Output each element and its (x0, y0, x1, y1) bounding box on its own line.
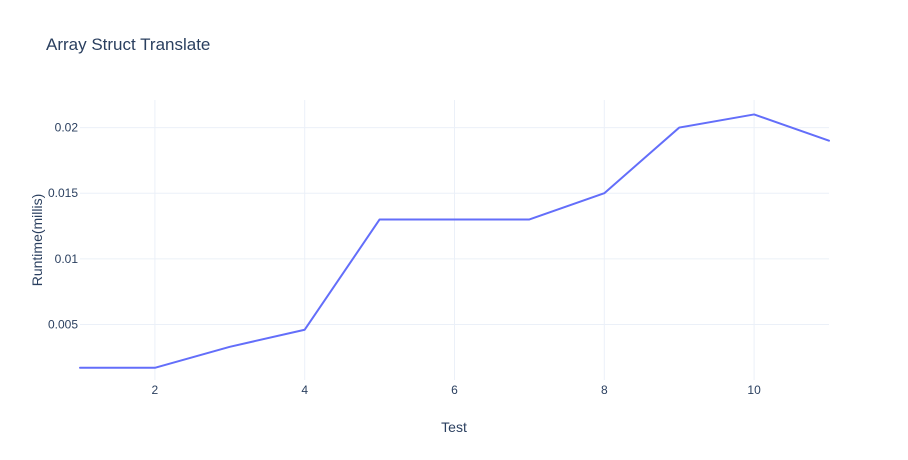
y-axis-title: Runtime(millis) (29, 194, 45, 287)
chart-title: Array Struct Translate (46, 35, 210, 54)
x-axis-title: Test (441, 419, 467, 435)
x-tick-label: 6 (451, 383, 458, 397)
y-tick-label: 0.015 (48, 186, 78, 200)
tick-labels: 2 4 6 8 10 0.005 0.01 0.015 0.02 (48, 121, 761, 397)
series-layer (79, 113, 830, 369)
series-line (79, 113, 830, 369)
x-tick-label: 4 (301, 383, 308, 397)
x-tick-label: 2 (152, 383, 159, 397)
x-tick-label: 10 (747, 383, 761, 397)
y-tick-label: 0.02 (55, 121, 79, 135)
x-tick-label: 8 (601, 383, 608, 397)
y-tick-label: 0.01 (55, 252, 79, 266)
grid (80, 100, 829, 380)
y-tick-label: 0.005 (48, 317, 78, 331)
